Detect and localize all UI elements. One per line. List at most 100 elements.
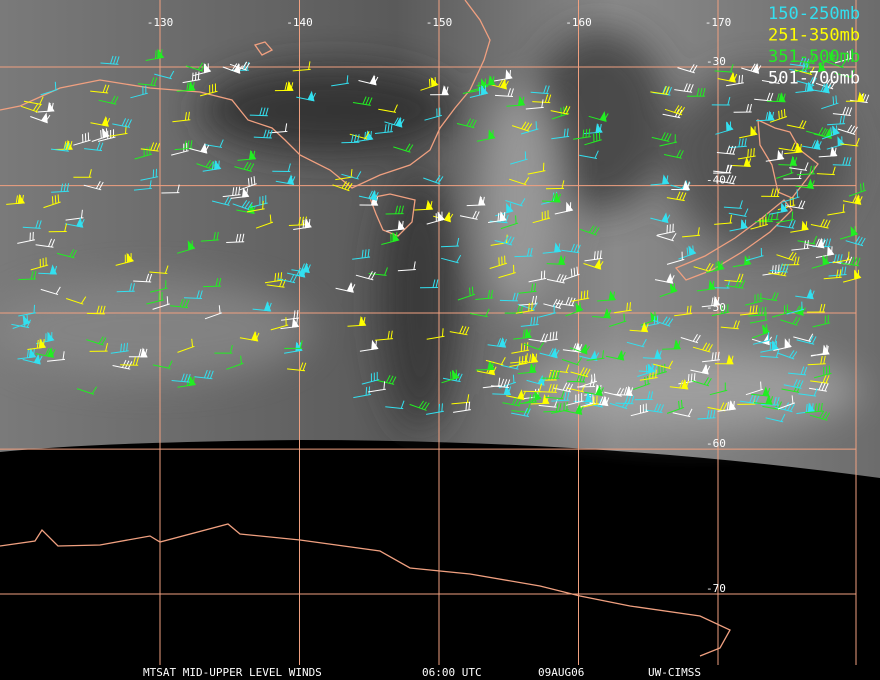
- barb-shaft: [18, 278, 37, 281]
- barb-feather: [184, 373, 188, 382]
- wind-barb: [386, 220, 406, 232]
- barb-feather: [773, 188, 777, 197]
- barb-shaft: [246, 208, 265, 213]
- barb-feather: [15, 195, 18, 204]
- barb-shaft: [725, 285, 744, 289]
- barb-shaft: [171, 380, 190, 383]
- barb-shaft: [98, 99, 117, 105]
- wind-barb: [140, 142, 161, 152]
- barb-feather: [771, 265, 774, 274]
- wind-barb: [671, 180, 691, 191]
- barb-shaft: [573, 136, 591, 140]
- barb-feather: [744, 208, 749, 217]
- wind-barb: [573, 128, 591, 140]
- barb-shaft: [638, 370, 657, 373]
- barb-feather: [526, 123, 533, 131]
- wind-barb: [281, 310, 300, 321]
- wind-barb: [565, 302, 584, 317]
- barb-feather: [625, 395, 629, 404]
- barb-feather: [779, 93, 783, 102]
- wind-barb: [666, 191, 687, 202]
- antarctica-coast: [0, 523, 731, 657]
- barb-feather: [38, 220, 42, 229]
- barb-feather: [465, 402, 468, 411]
- barb-shaft: [644, 409, 663, 413]
- wind-barb: [832, 157, 852, 166]
- barb-shaft: [505, 200, 523, 207]
- barb-feather: [586, 393, 590, 402]
- barb-shaft: [805, 410, 824, 414]
- barb-feather: [531, 283, 534, 292]
- barb-feather: [265, 107, 269, 116]
- barb-feather: [199, 290, 203, 299]
- barb-feather: [558, 243, 561, 252]
- barb-feather: [593, 396, 595, 405]
- wind-barb: [741, 62, 762, 74]
- wind-barb: [138, 77, 158, 87]
- barb-shaft: [666, 197, 685, 202]
- barb-feather: [520, 198, 526, 206]
- barb-shaft: [459, 215, 478, 220]
- barb-feather: [249, 150, 253, 160]
- barb-feather: [396, 118, 402, 126]
- wind-barb: [30, 112, 51, 124]
- barb-feather: [594, 227, 600, 235]
- wind-barb: [662, 339, 682, 350]
- barb-shaft: [724, 279, 743, 283]
- barb-feather: [299, 340, 303, 349]
- barb-feather: [644, 376, 646, 386]
- barb-feather: [181, 373, 185, 382]
- wind-barb: [359, 339, 379, 352]
- barb-feather: [673, 283, 676, 292]
- wind-barb: [785, 200, 806, 210]
- barb-feather: [599, 250, 602, 259]
- wind-barb: [393, 143, 414, 153]
- wind-barb: [511, 404, 531, 413]
- barb-feather: [598, 132, 601, 141]
- latitude-label: -70: [706, 582, 726, 595]
- barb-feather: [42, 339, 45, 348]
- barb-feather: [820, 83, 826, 92]
- barb-feather: [835, 125, 838, 134]
- barb-feather: [784, 202, 787, 212]
- wind-barb: [177, 375, 197, 388]
- barb-feather: [376, 371, 378, 381]
- barb-feather: [391, 376, 397, 385]
- wind-barb: [715, 121, 734, 135]
- barb-feather: [602, 396, 607, 405]
- barb-shaft: [100, 62, 119, 65]
- barb-feather: [769, 396, 774, 405]
- wind-barb: [538, 304, 557, 318]
- barb-feather: [153, 77, 158, 86]
- wind-barb: [530, 85, 550, 95]
- barb-shaft: [780, 319, 798, 326]
- barb-feather: [749, 394, 754, 403]
- barb-shaft: [579, 228, 597, 236]
- barb-feather: [832, 166, 836, 175]
- wind-barb: [650, 212, 671, 224]
- barb-shaft: [211, 200, 230, 206]
- barb-feather: [666, 224, 668, 234]
- wind-barb: [543, 403, 562, 413]
- barb-feather: [505, 214, 509, 223]
- barb-shaft: [112, 123, 131, 128]
- barb-feather: [783, 305, 786, 314]
- wind-barb: [550, 105, 571, 115]
- wind-barb: [714, 354, 734, 365]
- barb-feather: [826, 220, 831, 228]
- barb-feather: [113, 96, 119, 105]
- wind-barb: [752, 332, 771, 345]
- barb-shaft: [361, 379, 380, 385]
- barb-feather: [754, 294, 756, 303]
- barb-shaft: [579, 154, 597, 160]
- barb-feather: [823, 84, 828, 93]
- barb-shaft: [375, 338, 394, 341]
- barb-feather: [826, 345, 829, 355]
- barb-shaft: [138, 83, 157, 87]
- barb-shaft: [23, 100, 42, 106]
- wind-barb: [809, 410, 830, 421]
- barb-feather: [769, 341, 772, 351]
- barb-shaft: [841, 262, 859, 267]
- barb-feather: [796, 379, 801, 388]
- wind-barb: [714, 64, 734, 73]
